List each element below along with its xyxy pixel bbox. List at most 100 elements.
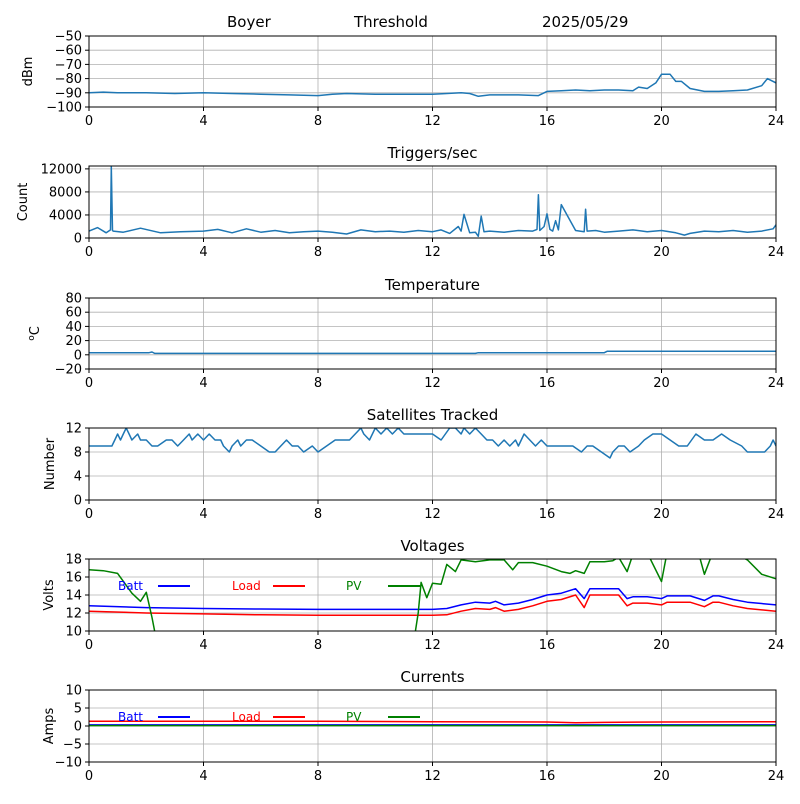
- panel-4-ylabel: Volts: [42, 579, 57, 611]
- panel-4-legend-label: Load: [232, 579, 261, 593]
- panel-1-ytick-label: 12000: [41, 162, 82, 177]
- panel-5-ytick-label: 5: [74, 702, 82, 717]
- panel-1-series-0-line: [89, 166, 776, 238]
- panel-0-ytick-label: −70: [55, 58, 82, 73]
- panel-0-ytick-label: −50: [55, 30, 82, 45]
- panel-0-ytick-label: −90: [55, 86, 82, 101]
- panel-0-ylabel: dBm: [21, 57, 36, 87]
- panel-2-ytick-label: 40: [65, 320, 82, 335]
- panel-0-xtick-label: 20: [653, 114, 670, 129]
- panel-3-xtick-label: 8: [314, 507, 322, 522]
- panel-1-ytick-label: 8000: [49, 185, 82, 200]
- panel-0-xtick-label: 12: [424, 114, 441, 129]
- panel-2-xtick-label: 4: [199, 376, 207, 391]
- panel-5-legend-label: Batt: [118, 710, 143, 724]
- panel-5-xtick-label: 12: [424, 769, 441, 784]
- panel-3-xtick-label: 24: [768, 507, 785, 522]
- panel-1-ytick-label: 0: [74, 232, 82, 247]
- panel-3-xtick-label: 4: [199, 507, 207, 522]
- panel-4-xtick-label: 24: [768, 638, 785, 653]
- panel-4-series-batt-line: [89, 587, 776, 611]
- panel-1-xtick-label: 12: [424, 245, 441, 260]
- panel-4-ytick-label: 10: [65, 625, 82, 640]
- panel-2-series-0-line: [89, 350, 776, 355]
- panel-4-title: Voltages: [400, 537, 464, 555]
- panel-4-series-load-line: [89, 594, 776, 617]
- panel-3-xtick-label: 16: [539, 507, 556, 522]
- panel-5-legend-label: PV: [346, 710, 362, 724]
- panel-3-series-0-line: [89, 428, 776, 459]
- panel-2-ylabel: oC: [27, 326, 43, 341]
- panel-3-ytick-label: 12: [65, 422, 82, 437]
- panel-5-ytick-label: −5: [63, 738, 82, 753]
- panel-1-xtick-label: 24: [768, 245, 785, 260]
- panel-4-xtick-label: 12: [424, 638, 441, 653]
- panel-5-ytick-label: 10: [65, 684, 82, 699]
- panel-1-xtick-label: 16: [539, 245, 556, 260]
- panel-0-ytick-label: −80: [55, 72, 82, 87]
- panel-4-xtick-label: 16: [539, 638, 556, 653]
- panel-0-xtick-label: 24: [768, 114, 785, 129]
- panel-1-ylabel: Count: [16, 183, 31, 222]
- panel-1-xtick-label: 0: [85, 245, 93, 260]
- panel-4-legend-label: Batt: [118, 579, 143, 593]
- panel-2-xtick-label: 20: [653, 376, 670, 391]
- panel-3-ytick-label: 0: [74, 494, 82, 509]
- panel-4-xtick-label: 4: [199, 638, 207, 653]
- panel-2-xtick-label: 16: [539, 376, 556, 391]
- panel-1-xtick-label: 4: [199, 245, 207, 260]
- panel-4-ytick-label: 12: [65, 607, 82, 622]
- station-name: Boyer: [227, 13, 271, 31]
- panel-5-legend-label: Load: [232, 710, 261, 724]
- panel-2-ytick-label: 80: [65, 292, 82, 307]
- panel-4-ytick-label: 18: [65, 553, 82, 568]
- panel-3-xtick-label: 12: [424, 507, 441, 522]
- panel-2-ytick-label: −20: [55, 363, 82, 378]
- panel-4-xtick-label: 0: [85, 638, 93, 653]
- panel-2-xtick-label: 0: [85, 376, 93, 391]
- panel-3-ylabel: Number: [43, 437, 58, 490]
- panel-2-title: Temperature: [384, 276, 480, 294]
- panel-5-ylabel: Amps: [42, 707, 57, 744]
- panel-0-xtick-label: 4: [199, 114, 207, 129]
- panel-5-xtick-label: 8: [314, 769, 322, 784]
- panel-5-xtick-label: 0: [85, 769, 93, 784]
- panel-4-xtick-label: 20: [653, 638, 670, 653]
- panel-2-xtick-label: 24: [768, 376, 785, 391]
- panel-0-ytick-label: −60: [55, 44, 82, 59]
- panel-3-xtick-label: 0: [85, 507, 93, 522]
- panel-0-series-0-line: [89, 73, 776, 98]
- panel-1-title: Triggers/sec: [387, 144, 478, 162]
- mode-label: Threshold: [354, 13, 428, 31]
- panel-2-xtick-label: 8: [314, 376, 322, 391]
- panel-3-xtick-label: 20: [653, 507, 670, 522]
- panel-2-xtick-label: 12: [424, 376, 441, 391]
- panel-5-ytick-label: 0: [74, 720, 82, 735]
- panel-1-xtick-label: 20: [653, 245, 670, 260]
- panel-0-xtick-label: 16: [539, 114, 556, 129]
- panel-3-ytick-label: 4: [74, 470, 82, 485]
- panel-5-xtick-label: 4: [199, 769, 207, 784]
- panel-4-xtick-label: 8: [314, 638, 322, 653]
- panel-5-xtick-label: 20: [653, 769, 670, 784]
- panel-3-ytick-label: 8: [74, 446, 82, 461]
- panel-4-ytick-label: 16: [65, 571, 82, 586]
- panel-0-xtick-label: 0: [85, 114, 93, 129]
- panel-5-xtick-label: 16: [539, 769, 556, 784]
- panel-2-ytick-label: 60: [65, 306, 82, 321]
- panel-4-legend-label: PV: [346, 579, 362, 593]
- panel-5-series-load-line: [89, 720, 776, 724]
- panel-1-xtick-label: 8: [314, 245, 322, 260]
- panel-1-ytick-label: 4000: [49, 208, 82, 223]
- panel-2-ytick-label: 20: [65, 334, 82, 349]
- panel-0-ytick-label: −100: [46, 101, 82, 116]
- panel-5-ytick-label: −10: [55, 756, 82, 771]
- panel-0-xtick-label: 8: [314, 114, 322, 129]
- panel-5-title: Currents: [400, 668, 464, 686]
- panel-4-series-pv-line: [89, 559, 776, 631]
- panel-4-ytick-label: 14: [65, 589, 82, 604]
- panel-5-xtick-label: 24: [768, 769, 785, 784]
- date-label: 2025/05/29: [542, 13, 629, 31]
